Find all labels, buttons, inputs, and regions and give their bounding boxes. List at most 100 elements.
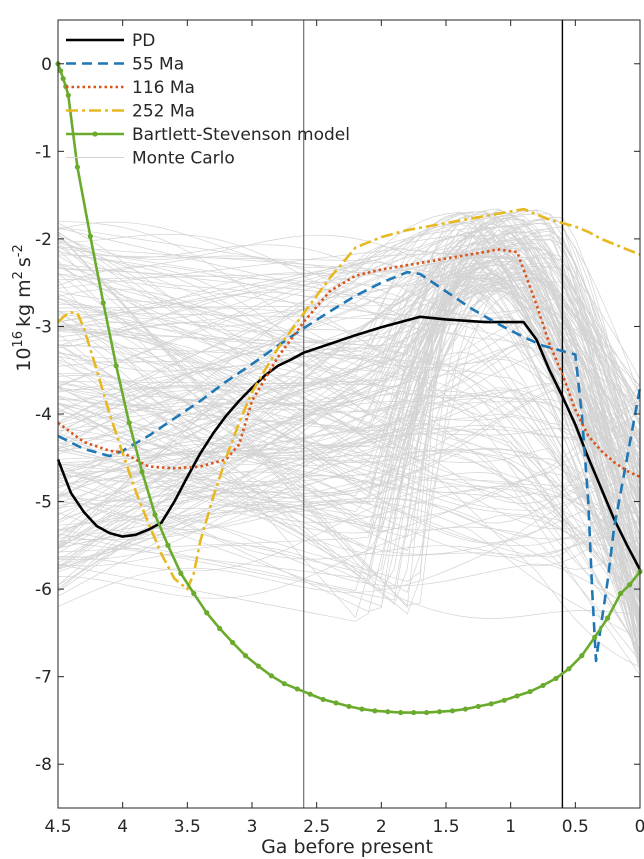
monte-carlo-line	[57, 330, 641, 549]
monte-carlo-line	[57, 274, 641, 612]
monte-carlo-line	[57, 328, 641, 499]
series-marker	[398, 709, 404, 716]
monte-carlo-line	[57, 347, 641, 641]
series-marker	[411, 709, 417, 716]
monte-carlo-line	[57, 230, 641, 592]
monte-carlo-line	[57, 437, 641, 557]
x-tick-label: 1.5	[432, 817, 459, 837]
monte-carlo-line	[57, 239, 641, 426]
monte-carlo-line	[57, 209, 641, 631]
monte-carlo-line	[57, 290, 641, 619]
data-series	[55, 61, 643, 716]
monte-carlo-line	[57, 321, 641, 466]
x-tick-label: 2.5	[303, 817, 330, 837]
monte-carlo-line	[57, 470, 641, 523]
series-line	[56, 315, 642, 571]
x-tick-label: 1	[505, 817, 516, 837]
series-marker	[605, 615, 611, 621]
monte-carlo-line	[57, 321, 641, 455]
monte-carlo-line	[57, 480, 641, 558]
y-tick-label: -2	[35, 230, 52, 250]
y-label-s-exp: -2	[11, 244, 26, 257]
x-tick-label: 3.5	[174, 817, 201, 837]
monte-carlo-line	[57, 241, 641, 604]
legend-label: PD	[132, 31, 155, 51]
monte-carlo-line	[57, 247, 641, 539]
series-marker	[60, 76, 66, 82]
series-marker	[346, 703, 352, 710]
series-marker	[307, 691, 313, 697]
monte-carlo-line	[57, 343, 641, 504]
monte-carlo-line	[57, 248, 641, 567]
monte-carlo-line	[57, 271, 641, 664]
series-marker	[627, 582, 633, 588]
monte-carlo-line	[57, 240, 641, 623]
monte-carlo-line	[57, 233, 641, 628]
series-line	[57, 207, 641, 591]
x-tick-label: 0	[635, 817, 644, 837]
series-marker	[178, 570, 184, 576]
y-label-base: 10	[13, 348, 35, 372]
monte-carlo-line	[57, 233, 641, 591]
y-tick-label: -3	[35, 317, 52, 337]
series-marker	[268, 673, 274, 679]
monte-carlo-line	[57, 389, 641, 483]
series-marker	[501, 697, 507, 703]
monte-carlo-line	[57, 544, 641, 619]
monte-carlo-line	[57, 410, 641, 652]
monte-carlo-line	[57, 219, 641, 527]
series-marker	[618, 590, 624, 597]
series-marker	[242, 653, 249, 659]
legend-label: 252 Ma	[132, 102, 195, 122]
series-marker	[320, 696, 326, 703]
monte-carlo-line	[57, 257, 641, 568]
y-tick-label: -7	[35, 668, 52, 688]
series-marker	[462, 706, 468, 712]
monte-carlo-line	[57, 442, 641, 547]
series-marker	[100, 300, 106, 306]
y-axis-label: 1016 kg m2 s-2	[11, 244, 35, 372]
series-marker	[255, 663, 262, 669]
series-marker	[553, 675, 559, 682]
legend-label: Bartlett-Stevenson model	[132, 125, 350, 145]
series-marker	[566, 666, 572, 672]
monte-carlo-line	[57, 270, 641, 460]
legend-label: 55 Ma	[132, 55, 184, 75]
series-marker	[579, 653, 585, 659]
monte-carlo-line	[57, 242, 641, 463]
y-tick-label: -6	[35, 580, 52, 600]
x-axis-label: Ga before present	[261, 836, 433, 858]
monte-carlo-line	[57, 262, 641, 515]
monte-carlo-line	[57, 213, 641, 485]
y-tick-label: -1	[35, 142, 52, 162]
monte-carlo-line	[57, 223, 641, 544]
monte-carlo-line	[57, 221, 641, 574]
monte-carlo-line	[57, 389, 641, 456]
monte-carlo-line	[57, 252, 641, 641]
monte-carlo-line	[57, 386, 641, 544]
monte-carlo-line	[57, 210, 641, 541]
legend-label: Monte Carlo	[132, 149, 235, 169]
series-marker	[333, 700, 339, 706]
monte-carlo-line	[57, 307, 641, 562]
monte-carlo-line	[57, 237, 641, 549]
monte-carlo-line	[57, 365, 641, 637]
monte-carlo-line	[57, 219, 641, 442]
series-marker	[87, 233, 93, 239]
monte-carlo-line	[57, 526, 641, 662]
series-marker	[152, 512, 158, 518]
series-marker	[424, 709, 430, 716]
monte-carlo-line	[57, 223, 641, 538]
series-marker	[475, 703, 481, 710]
series-marker	[514, 693, 520, 699]
monte-carlo-line	[57, 288, 641, 598]
monte-carlo-line	[57, 251, 641, 523]
monte-carlo-line	[57, 267, 641, 580]
series-marker	[359, 706, 365, 712]
monte-carlo-line	[57, 279, 641, 534]
monte-carlo-line	[57, 208, 641, 564]
legend-label: 116 Ma	[132, 78, 195, 98]
series-marker	[191, 590, 197, 597]
series-marker	[449, 708, 456, 714]
